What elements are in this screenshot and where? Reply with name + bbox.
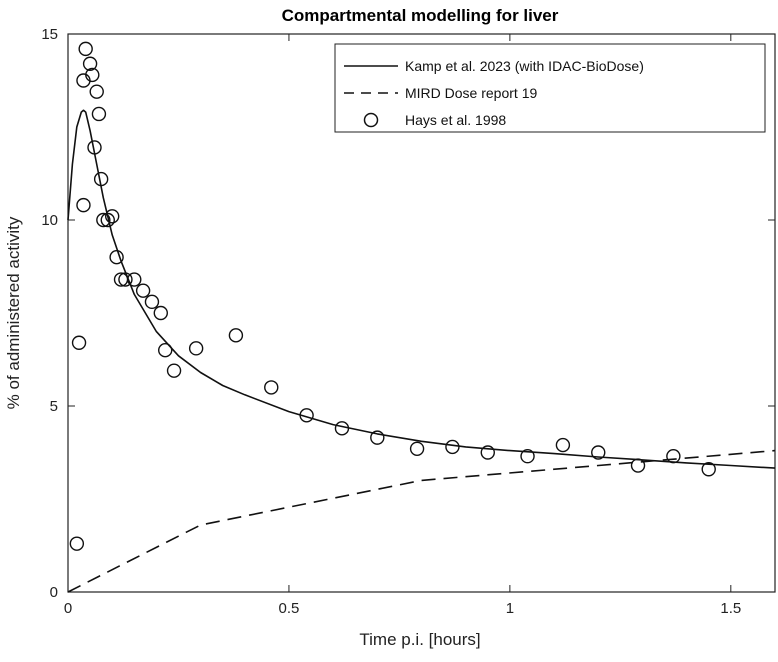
x-tick-label: 1 <box>506 600 514 617</box>
data-point-hays <box>591 445 606 460</box>
x-tick-label: 1.5 <box>720 600 741 617</box>
data-point-hays <box>666 449 681 464</box>
x-tick-label: 0 <box>64 600 72 617</box>
data-point-hays <box>334 421 350 436</box>
data-point-hays <box>78 41 93 57</box>
y-tick-label: 10 <box>41 212 58 229</box>
data-point-hays <box>153 305 168 321</box>
data-point-hays <box>69 536 85 551</box>
data-point-hays <box>89 84 104 99</box>
data-point-hays <box>520 449 535 464</box>
legend-entry-hays: Hays et al. 1998 <box>405 112 506 128</box>
legend-box <box>334 43 766 133</box>
x-axis: 0 0.5 1 1.5 <box>64 34 741 617</box>
data-point-hays <box>93 171 109 187</box>
data-point-hays <box>264 380 279 395</box>
data-point-hays <box>166 363 182 378</box>
data-point-hays <box>71 335 87 350</box>
y-tick-label: 5 <box>50 398 58 415</box>
data-point-hays <box>370 430 385 445</box>
y-tick-label: 0 <box>50 584 58 601</box>
data-point-hays <box>104 209 120 224</box>
x-tick-label: 0.5 <box>279 600 300 617</box>
series-line-kamp <box>67 109 776 469</box>
data-point-hays <box>144 294 160 310</box>
data-point-hays <box>87 140 102 155</box>
data-point-hays <box>96 212 111 228</box>
x-axis-label: Time p.i. [hours] <box>359 630 480 649</box>
data-point-hays <box>91 106 107 122</box>
data-point-hays <box>228 328 244 343</box>
legend-swatch-hays <box>363 112 379 128</box>
data-point-hays <box>480 445 495 460</box>
data-point-hays <box>409 441 425 456</box>
data-point-hays <box>135 283 151 298</box>
data-point-hays <box>555 437 571 453</box>
data-point-hays <box>109 250 124 265</box>
data-point-hays <box>630 458 646 473</box>
y-axis-label: % of administered activity <box>4 216 23 409</box>
series-layer <box>67 41 776 593</box>
y-axis: 0 5 10 15 <box>41 26 775 601</box>
y-tick-label: 15 <box>41 26 58 43</box>
chart-title: Compartmental modelling for liver <box>282 6 559 25</box>
data-point-hays <box>188 341 204 356</box>
legend-entry-kamp: Kamp et al. 2023 (with IDAC-BioDose) <box>405 58 644 74</box>
legend-entry-mird: MIRD Dose report 19 <box>405 85 537 101</box>
data-point-hays <box>100 212 115 228</box>
legend: Kamp et al. 2023 (with IDAC-BioDose) MIR… <box>334 43 766 133</box>
data-point-hays <box>445 439 460 455</box>
data-point-hays <box>127 272 142 287</box>
data-point-hays <box>82 56 98 71</box>
data-point-hays <box>85 67 100 83</box>
data-point-hays <box>701 462 716 477</box>
series-line-mird <box>67 449 776 593</box>
data-point-hays <box>118 272 133 287</box>
data-point-hays <box>158 343 173 358</box>
data-point-hays <box>76 197 91 213</box>
data-point-hays <box>299 408 314 423</box>
